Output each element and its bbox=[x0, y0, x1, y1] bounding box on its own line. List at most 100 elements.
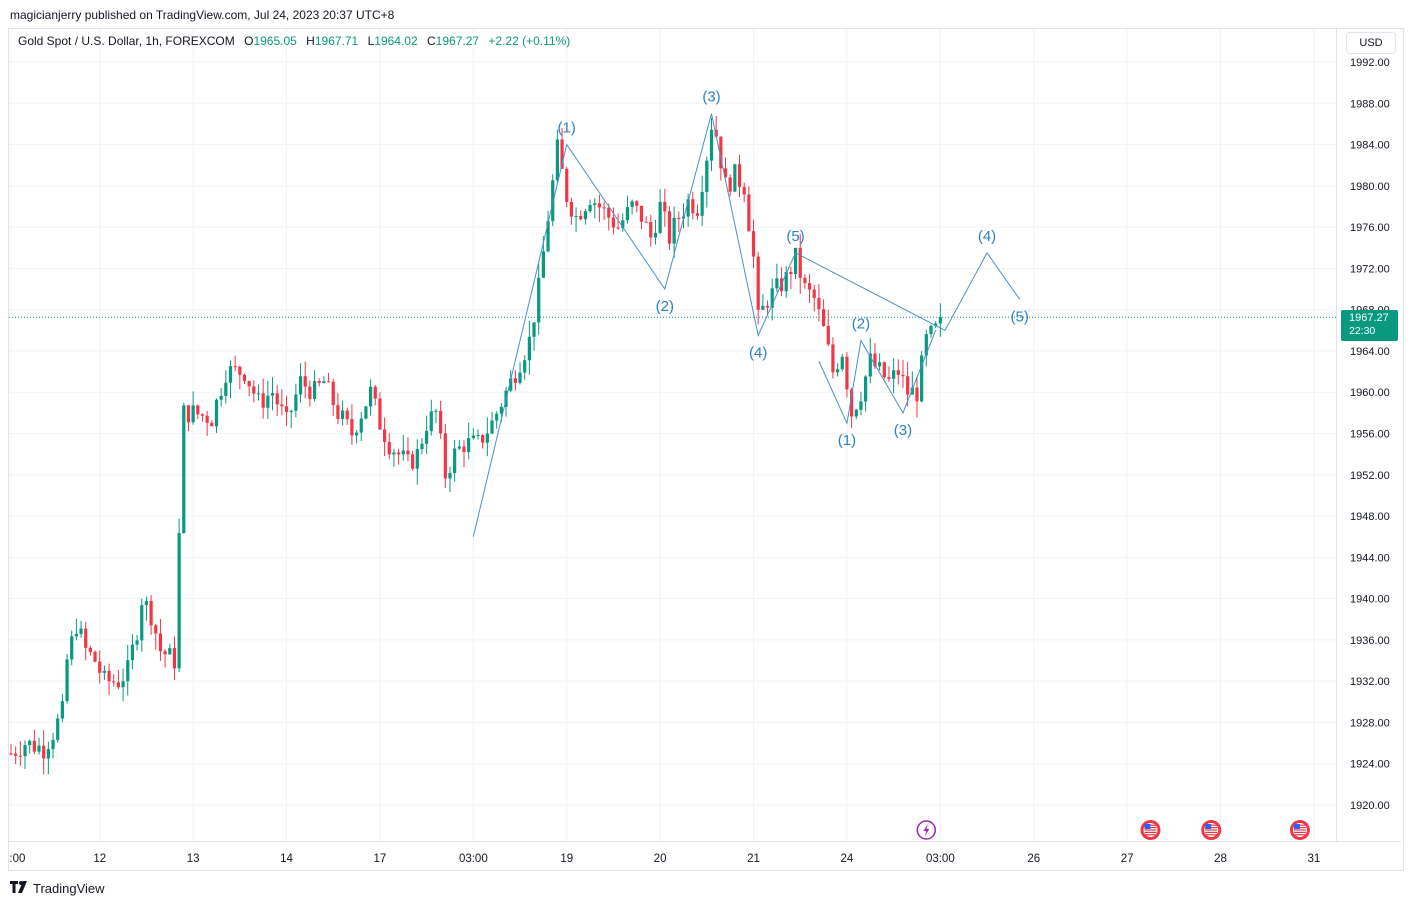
candle-body bbox=[490, 420, 494, 434]
x-tick-label: 21 bbox=[747, 853, 760, 865]
ohlc-legend: Gold Spot / U.S. Dollar, 1h, FOREXCOM O1… bbox=[18, 34, 570, 48]
candle-body bbox=[163, 651, 167, 655]
candle-body bbox=[28, 740, 32, 746]
y-tick-label: 1948.00 bbox=[1350, 511, 1390, 523]
candle-body bbox=[144, 600, 149, 606]
candle-body bbox=[154, 625, 158, 634]
symbol-title: Gold Spot / U.S. Dollar, 1h, FOREXCOM bbox=[18, 34, 235, 48]
candle-body bbox=[158, 633, 163, 652]
candle-body bbox=[60, 701, 64, 719]
candle-body bbox=[93, 651, 97, 662]
candle-body bbox=[191, 405, 195, 423]
candle-body bbox=[850, 389, 854, 417]
candle-body bbox=[256, 393, 261, 395]
candle-body bbox=[532, 322, 536, 337]
last-price-value: 1967.27 bbox=[1349, 312, 1389, 324]
wave-label: (3) bbox=[894, 422, 912, 439]
candle-body bbox=[882, 362, 886, 378]
candle-body bbox=[728, 177, 732, 192]
candle-body bbox=[513, 378, 517, 383]
candle-body bbox=[219, 395, 223, 400]
candle-body bbox=[934, 323, 938, 326]
candle-body bbox=[406, 450, 410, 455]
candle-body bbox=[79, 628, 83, 634]
candle-body bbox=[247, 381, 251, 387]
candle-body bbox=[205, 415, 209, 423]
candle-body bbox=[476, 435, 480, 437]
candle-body bbox=[840, 356, 844, 370]
candle-body bbox=[350, 419, 354, 436]
candle-body bbox=[901, 374, 905, 377]
candle-body bbox=[747, 194, 751, 232]
candle-body bbox=[196, 405, 200, 415]
y-tick-label: 1960.00 bbox=[1350, 387, 1390, 399]
x-tick-label: 12 bbox=[93, 853, 106, 865]
candle-body bbox=[621, 220, 625, 229]
candle-body bbox=[252, 386, 256, 394]
candle-body bbox=[378, 398, 382, 430]
candle-body bbox=[23, 745, 27, 757]
candle-body bbox=[658, 201, 662, 233]
candle-body bbox=[14, 753, 18, 756]
low-value: 1964.02 bbox=[374, 34, 418, 48]
wave-label: (1) bbox=[838, 432, 856, 449]
candle-body bbox=[859, 401, 863, 410]
wave-label: (2) bbox=[656, 298, 674, 315]
footer-brand[interactable]: TradingView bbox=[10, 880, 105, 900]
candle-body bbox=[565, 168, 569, 202]
candle-body bbox=[224, 382, 228, 396]
tradingview-brand-label: TradingView bbox=[33, 881, 105, 897]
candle-body bbox=[322, 381, 326, 384]
candle-body bbox=[569, 201, 573, 217]
candle-body bbox=[826, 326, 830, 345]
candle-body bbox=[32, 740, 36, 752]
candle-body bbox=[793, 247, 798, 275]
candle-body bbox=[845, 356, 849, 390]
price-chart[interactable]: 1920.00 1924.00 1928.00 1932.00 1936.00 1940.… bbox=[9, 29, 1401, 870]
candle-body bbox=[611, 217, 616, 228]
candle-body bbox=[616, 227, 620, 229]
candle-body bbox=[864, 376, 868, 402]
candle-body bbox=[387, 441, 391, 455]
candle-body bbox=[345, 410, 349, 420]
candle-body bbox=[130, 644, 135, 661]
candle-body bbox=[742, 186, 746, 195]
candle-body bbox=[177, 533, 181, 669]
candle-body bbox=[298, 376, 303, 395]
candle-body bbox=[70, 636, 74, 660]
candle-body bbox=[495, 413, 499, 421]
y-tick-label: 1980.00 bbox=[1350, 181, 1390, 193]
candle-body bbox=[51, 739, 55, 750]
candle-body bbox=[340, 410, 345, 419]
candle-body bbox=[434, 410, 438, 412]
flag-canton bbox=[1205, 824, 1212, 829]
candle-body bbox=[551, 180, 555, 222]
candle-body bbox=[700, 191, 704, 216]
currency-button[interactable]: USD bbox=[1346, 32, 1396, 54]
close-value: 1967.27 bbox=[435, 34, 480, 48]
candle-body bbox=[429, 411, 433, 431]
candle-body bbox=[168, 648, 172, 655]
flag-canton bbox=[1144, 824, 1151, 829]
candle-body bbox=[233, 366, 237, 368]
candle-body bbox=[56, 718, 60, 740]
y-tick-label: 1928.00 bbox=[1350, 717, 1390, 729]
wave-label: (2) bbox=[852, 316, 870, 333]
candle-body bbox=[420, 443, 424, 450]
x-tick-label: 14 bbox=[280, 853, 293, 865]
y-tick-label: 1956.00 bbox=[1350, 429, 1390, 441]
candle-body bbox=[509, 378, 513, 391]
candle-body bbox=[443, 433, 447, 479]
candle-body bbox=[116, 682, 121, 688]
candle-body bbox=[705, 160, 709, 192]
y-tick-label: 1924.00 bbox=[1350, 759, 1390, 771]
candle-body bbox=[672, 217, 676, 244]
candle-body bbox=[574, 216, 578, 218]
bar-countdown: 22:30 bbox=[1349, 325, 1376, 337]
candle-body bbox=[667, 211, 672, 244]
y-tick-label: 1920.00 bbox=[1350, 800, 1390, 812]
candle-body bbox=[210, 422, 214, 427]
candle-body bbox=[938, 317, 942, 324]
candle-body bbox=[121, 681, 125, 688]
candle-body bbox=[807, 283, 812, 290]
